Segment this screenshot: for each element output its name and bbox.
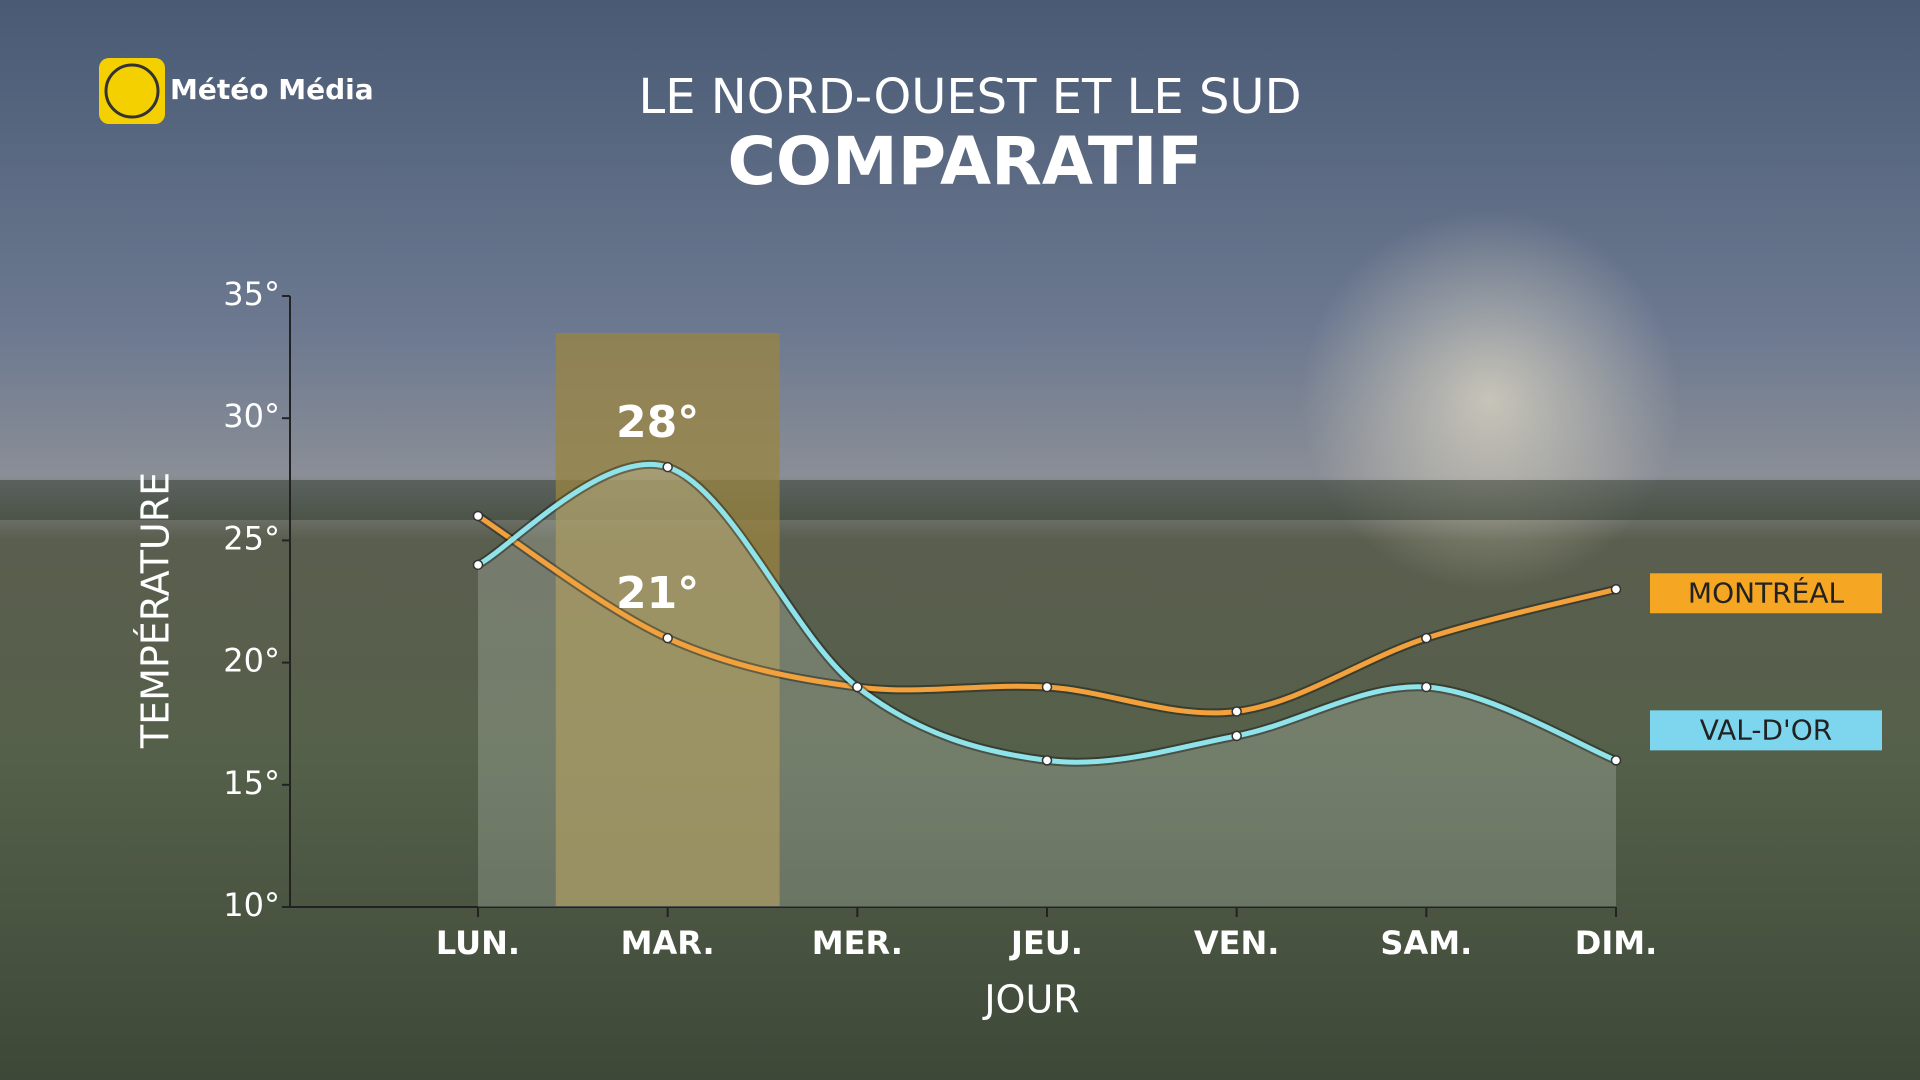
x-tick-label: MAR.	[621, 924, 715, 962]
data-label: 21°	[616, 568, 699, 619]
highlight-band	[555, 333, 780, 907]
data-label: 28°	[616, 397, 699, 448]
point	[662, 632, 673, 644]
y-tick-label: 25°	[223, 519, 280, 557]
chart-subtitle: COMPARATIF	[727, 123, 1202, 200]
point	[1421, 681, 1432, 693]
point	[1610, 584, 1622, 595]
x-tick-label: JEU.	[1009, 924, 1083, 962]
y-tick-label: 15°	[223, 764, 280, 802]
sun-glow	[1300, 210, 1680, 590]
point	[662, 461, 673, 473]
legend-box	[1650, 710, 1882, 751]
logo-globe	[104, 63, 160, 119]
point	[1041, 681, 1053, 693]
legend-label: MONTRÉAL	[1688, 575, 1845, 609]
chart-title: LE NORD-OUEST ET LE SUD	[638, 69, 1301, 125]
area	[478, 464, 1616, 907]
point	[1231, 730, 1242, 742]
legend-label: VAL-D'OR	[1700, 713, 1832, 746]
legend-box	[1650, 573, 1882, 614]
point	[852, 681, 863, 693]
x-tick-label: MER.	[812, 924, 903, 962]
x-tick-label: VEN.	[1194, 924, 1280, 962]
x-tick-label: SAM.	[1380, 924, 1472, 962]
point	[472, 559, 484, 571]
point	[1231, 706, 1242, 717]
x-axis-label: JOUR	[982, 978, 1079, 1022]
x-tick-label: LUN.	[436, 924, 520, 962]
x-tick-label: DIM.	[1575, 924, 1657, 962]
y-axis-label: TEMPÉRATURE	[134, 472, 178, 749]
tree-line	[0, 480, 1920, 520]
y-tick-label: 20°	[223, 642, 280, 680]
logo-text: Météo Média	[170, 73, 374, 106]
y-tick-label: 10°	[223, 886, 280, 924]
point	[1041, 755, 1053, 766]
point	[1610, 755, 1622, 766]
point	[472, 510, 484, 522]
y-tick-label: 35°	[223, 275, 280, 313]
logo: Météo Média	[99, 58, 374, 124]
y-tick-label: 30°	[223, 397, 280, 435]
logo-icon	[99, 58, 165, 124]
point	[1421, 632, 1432, 644]
